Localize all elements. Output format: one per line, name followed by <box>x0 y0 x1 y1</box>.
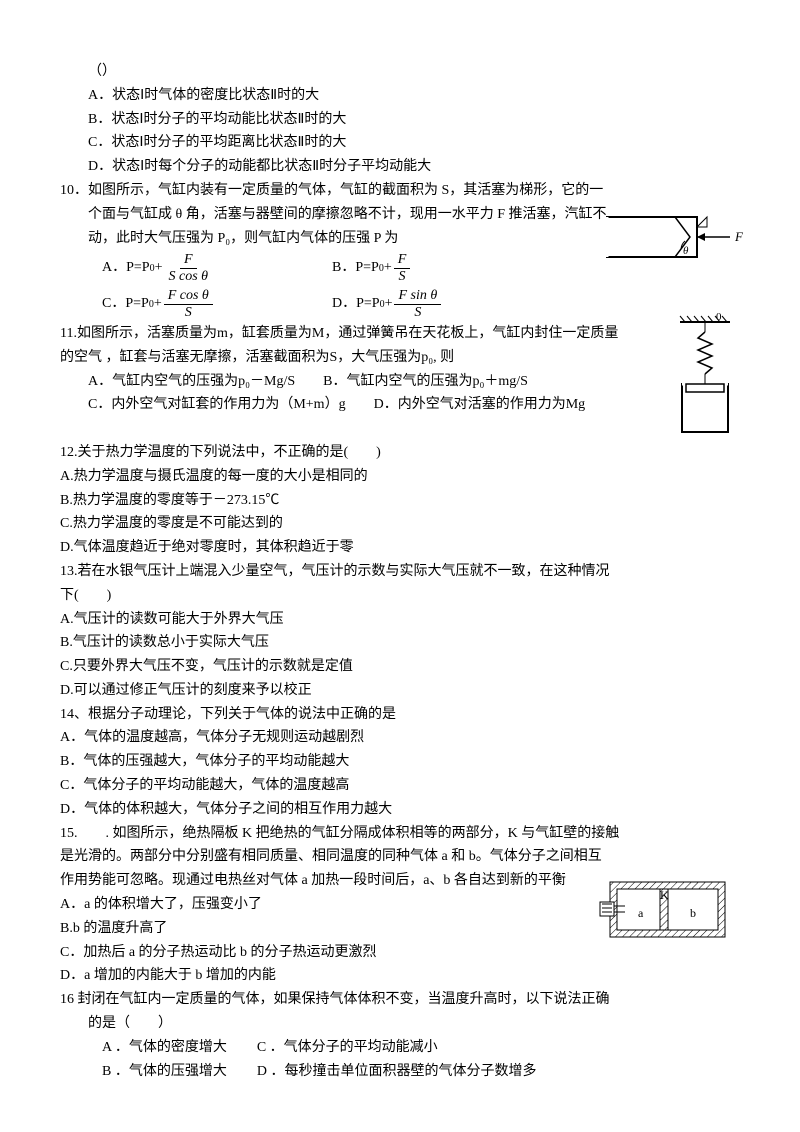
q10-D-den: S <box>410 305 425 320</box>
q10-A-den: S cos θ <box>164 269 212 284</box>
q14-stem: 14、根据分子动理论，下列关于气体的说法中正确的是 <box>60 703 740 727</box>
q16-stem2: 的是（ ） <box>60 1012 740 1036</box>
q11-opt-A: A．气缸内空气的压强为p₀－Mg/S <box>88 374 295 389</box>
q15-stem1: 15. . 如图所示，绝热隔板 K 把绝热的气缸分隔成体积相等的两部分，K 与气… <box>60 822 740 846</box>
q11-opt-C: C．内外空气对缸套的作用力为（M+m）g <box>88 397 346 412</box>
q10-B-plus: + <box>384 256 392 280</box>
q10-opt-B: B．P=P0+ F S <box>332 250 562 286</box>
q10-B-prefix: B．P=P <box>332 256 379 280</box>
q10-D-num: F sin θ <box>394 288 441 304</box>
q13-stem1: 13.若在水银气压计上端混入少量空气，气压计的示数与实际大气压就不一致，在这种情… <box>60 560 740 584</box>
q15-opt-C: C．加热后 a 的分子热运动比 b 的分子热运动更激烈 <box>60 941 740 965</box>
q16-row1: A ．气体的密度增大 C ．气体分子的平均动能减小 <box>60 1036 740 1060</box>
q16-stem1: 16 封闭在气缸内一定质量的气体，如果保持气体体积不变，当温度升高时，以下说法正… <box>60 988 740 1012</box>
q10-opt-C: C．P=P0+ F cos θ S <box>102 286 332 322</box>
question-15: 15. . 如图所示，绝热隔板 K 把绝热的气缸分隔成体积相等的两部分，K 与气… <box>60 822 740 989</box>
q13-opt-A: A.气压计的读数可能大于外界大气压 <box>60 608 740 632</box>
q15-fig-K: K <box>660 888 669 902</box>
q11-fig-0: 0 <box>716 311 722 323</box>
q10-fig-F: F <box>734 229 744 244</box>
q14-opt-D: D．气体的体积越大，气体分子之间的相互作用力越大 <box>60 798 740 822</box>
q16-opt-D: D ．每秒撞击单位面积器壁的气体分子数增多 <box>257 1060 537 1084</box>
q15-opt-D: D．a 增加的内能大于 b 增加的内能 <box>60 964 740 988</box>
q15-stem2: 是光滑的。两部分中分别盛有相同质量、相同温度的同种气体 a 和 b。气体分子之间… <box>60 845 740 869</box>
q10-stem1: 10．如图所示，气缸内装有一定质量的气体，气缸的截面积为 S，其活塞为梯形，它的… <box>60 179 740 203</box>
q10-B-den: S <box>395 269 410 284</box>
q10-C-den: S <box>181 305 196 320</box>
q15-figure: K a b <box>590 877 730 942</box>
q11-figure: 0 <box>660 312 740 442</box>
q10-D-frac: F sin θ S <box>394 288 441 320</box>
q10-A-plus: + <box>155 256 163 280</box>
q16-opt-B: B ．气体的压强增大 <box>102 1060 227 1084</box>
q12-opt-C: C.热力学温度的零度是不可能达到的 <box>60 512 740 536</box>
pre-opt-A: A．状态Ⅰ时气体的密度比状态Ⅱ时的大 <box>60 84 740 108</box>
question-10: 10．如图所示，气缸内装有一定质量的气体，气缸的截面积为 S，其活塞为梯形，它的… <box>60 179 740 322</box>
pre-opt-D: D．状态Ⅰ时每个分子的动能都比状态Ⅱ时分子平均动能大 <box>60 155 740 179</box>
q12-opt-D: D.气体温度趋近于绝对零度时，其体积趋近于零 <box>60 536 740 560</box>
blank-line-1 <box>60 417 740 441</box>
pre-paren: （） <box>60 60 740 84</box>
q10-B-num: F <box>394 252 411 268</box>
question-11: 11.如图所示，活塞质量为m，缸套质量为M，通过弹簧吊在天花板上，气缸内封住一定… <box>60 322 740 417</box>
q12-stem: 12.关于热力学温度的下列说法中，不正确的是( ) <box>60 441 740 465</box>
q11-opt-CD: C．内外空气对缸套的作用力为（M+m）g D．内外空气对活塞的作用力为Mg <box>60 393 740 417</box>
q10-C-plus: + <box>154 292 162 316</box>
q10-opt-A: A．P=P0+ F S cos θ <box>102 250 332 286</box>
q10-D-plus: + <box>385 292 393 316</box>
q13-opt-D: D.可以通过修正气压计的刻度来予以校正 <box>60 679 740 703</box>
q14-opt-B: B．气体的压强越大，气体分子的平均动能越大 <box>60 750 740 774</box>
q15-fig-b: b <box>690 906 696 920</box>
q10-fig-theta: θ <box>683 245 689 257</box>
q13-opt-B: B.气压计的读数总小于实际大气压 <box>60 631 740 655</box>
q15-fig-a: a <box>638 906 644 920</box>
q11-stem1: 11.如图所示，活塞质量为m，缸套质量为M，通过弹簧吊在天花板上，气缸内封住一定… <box>60 322 740 346</box>
q12-opt-A: A.热力学温度与摄氏温度的每一度的大小是相同的 <box>60 465 740 489</box>
q16-opt-A: A ．气体的密度增大 <box>102 1036 227 1060</box>
q14-opt-C: C．气体分子的平均动能越大，气体的温度越高 <box>60 774 740 798</box>
pre-opt-C: C．状态Ⅰ时分子的平均距离比状态Ⅱ时的大 <box>60 131 740 155</box>
q10-B-frac: F S <box>394 252 411 284</box>
q16-opt-C: C ．气体分子的平均动能减小 <box>257 1036 438 1060</box>
q13-stem2: 下( ) <box>60 584 740 608</box>
pre-opt-B: B．状态Ⅰ时分子的平均动能比状态Ⅱ时的大 <box>60 108 740 132</box>
q10-row2: C．P=P0+ F cos θ S D．P=P0+ F sin θ S <box>60 286 740 322</box>
q11-opt-B: B．气缸内空气的压强为p₀＋mg/S <box>323 374 528 389</box>
q10-A-prefix: A．P=P <box>102 256 150 280</box>
q11-opt-D: D．内外空气对活塞的作用力为Mg <box>374 397 586 412</box>
q14-opt-A: A．气体的温度越高，气体分子无规则运动越剧烈 <box>60 726 740 750</box>
q10-C-num: F cos θ <box>164 288 213 304</box>
q11-opt-AB: A．气缸内空气的压强为p₀－Mg/S B．气缸内空气的压强为p₀＋mg/S <box>60 370 740 394</box>
q13-opt-C: C.只要外界大气压不变，气压计的示数就是定值 <box>60 655 740 679</box>
q11-stem2: 的空气 ，缸套与活塞无摩擦，活塞截面积为S，大气压强为p₀, 则 <box>60 346 740 370</box>
q10-D-prefix: D．P=P <box>332 292 380 316</box>
q10-C-prefix: C．P=P <box>102 292 149 316</box>
q10-figure: θ F <box>605 209 750 264</box>
q10-opt-D: D．P=P0+ F sin θ S <box>332 286 562 322</box>
q10-A-frac: F S cos θ <box>164 252 212 284</box>
q10-A-num: F <box>180 252 197 268</box>
q10-C-frac: F cos θ S <box>164 288 213 320</box>
q12-opt-B: B.热力学温度的零度等于－273.15℃ <box>60 489 740 513</box>
q16-row2: B ．气体的压强增大 D ．每秒撞击单位面积器壁的气体分子数增多 <box>60 1060 740 1084</box>
